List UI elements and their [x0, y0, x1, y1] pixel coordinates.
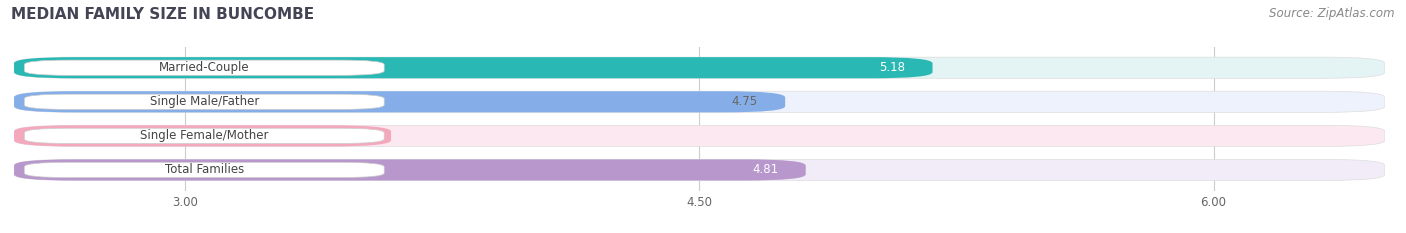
FancyBboxPatch shape: [24, 60, 384, 75]
Text: Single Female/Mother: Single Female/Mother: [141, 129, 269, 142]
Text: MEDIAN FAMILY SIZE IN BUNCOMBE: MEDIAN FAMILY SIZE IN BUNCOMBE: [11, 7, 315, 22]
Text: 5.18: 5.18: [879, 61, 905, 74]
Text: Single Male/Father: Single Male/Father: [149, 95, 259, 108]
Text: Total Families: Total Families: [165, 163, 243, 176]
Text: Source: ZipAtlas.com: Source: ZipAtlas.com: [1270, 7, 1395, 20]
FancyBboxPatch shape: [24, 162, 384, 178]
FancyBboxPatch shape: [14, 159, 1385, 181]
FancyBboxPatch shape: [24, 128, 384, 144]
FancyBboxPatch shape: [14, 159, 806, 181]
Text: 3.60: 3.60: [337, 129, 364, 142]
Text: 4.75: 4.75: [731, 95, 758, 108]
FancyBboxPatch shape: [24, 94, 384, 110]
FancyBboxPatch shape: [14, 57, 932, 78]
FancyBboxPatch shape: [14, 57, 1385, 78]
FancyBboxPatch shape: [14, 125, 1385, 146]
FancyBboxPatch shape: [14, 91, 1385, 112]
Text: 4.81: 4.81: [752, 163, 779, 176]
FancyBboxPatch shape: [14, 125, 391, 146]
Text: Married-Couple: Married-Couple: [159, 61, 250, 74]
FancyBboxPatch shape: [14, 91, 785, 112]
